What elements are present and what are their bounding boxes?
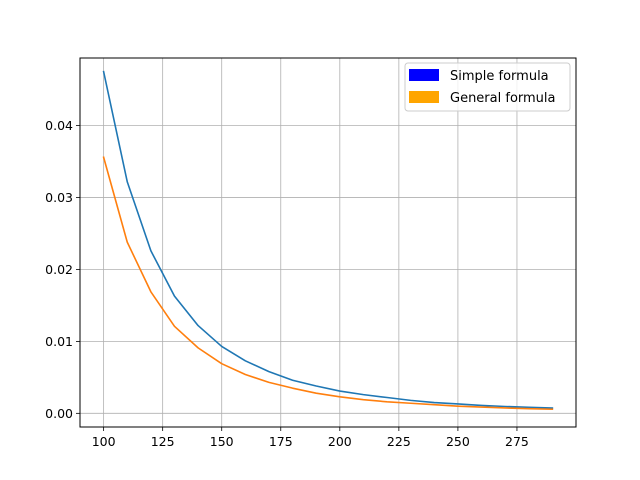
y-tick-label: 0.02 bbox=[45, 262, 73, 277]
plot-frame bbox=[79, 57, 577, 428]
series-lines bbox=[102, 70, 554, 411]
x-tick-label: 250 bbox=[446, 434, 470, 449]
x-tick-label: 175 bbox=[269, 434, 293, 449]
x-tick-label: 100 bbox=[92, 434, 116, 449]
legend-label-simple-formula: Simple formula bbox=[450, 69, 549, 84]
grid-lines bbox=[80, 58, 576, 427]
axis-ticks: 100 125 150 175 200 225 250 275 0.00 0.01 0.02 0.03… bbox=[45, 118, 529, 449]
y-tick-label: 0.00 bbox=[45, 406, 73, 421]
series-line-simple-formula bbox=[102, 70, 554, 409]
x-tick-label: 200 bbox=[328, 434, 352, 449]
legend: Simple formula General formula bbox=[404, 62, 571, 112]
legend-swatch-general-formula bbox=[409, 91, 439, 103]
x-tick-label: 275 bbox=[505, 434, 529, 449]
x-tick-label: 150 bbox=[210, 434, 234, 449]
x-tick-label: 225 bbox=[387, 434, 411, 449]
y-tick-label: 0.04 bbox=[45, 118, 73, 133]
y-tick-label: 0.01 bbox=[45, 334, 73, 349]
legend-swatch-simple-formula bbox=[409, 69, 439, 81]
series-line-general-formula bbox=[102, 156, 554, 411]
x-tick-label: 125 bbox=[151, 434, 175, 449]
y-tick-label: 0.03 bbox=[45, 190, 73, 205]
legend-label-general-formula: General formula bbox=[450, 91, 556, 106]
legend-box bbox=[404, 62, 571, 112]
